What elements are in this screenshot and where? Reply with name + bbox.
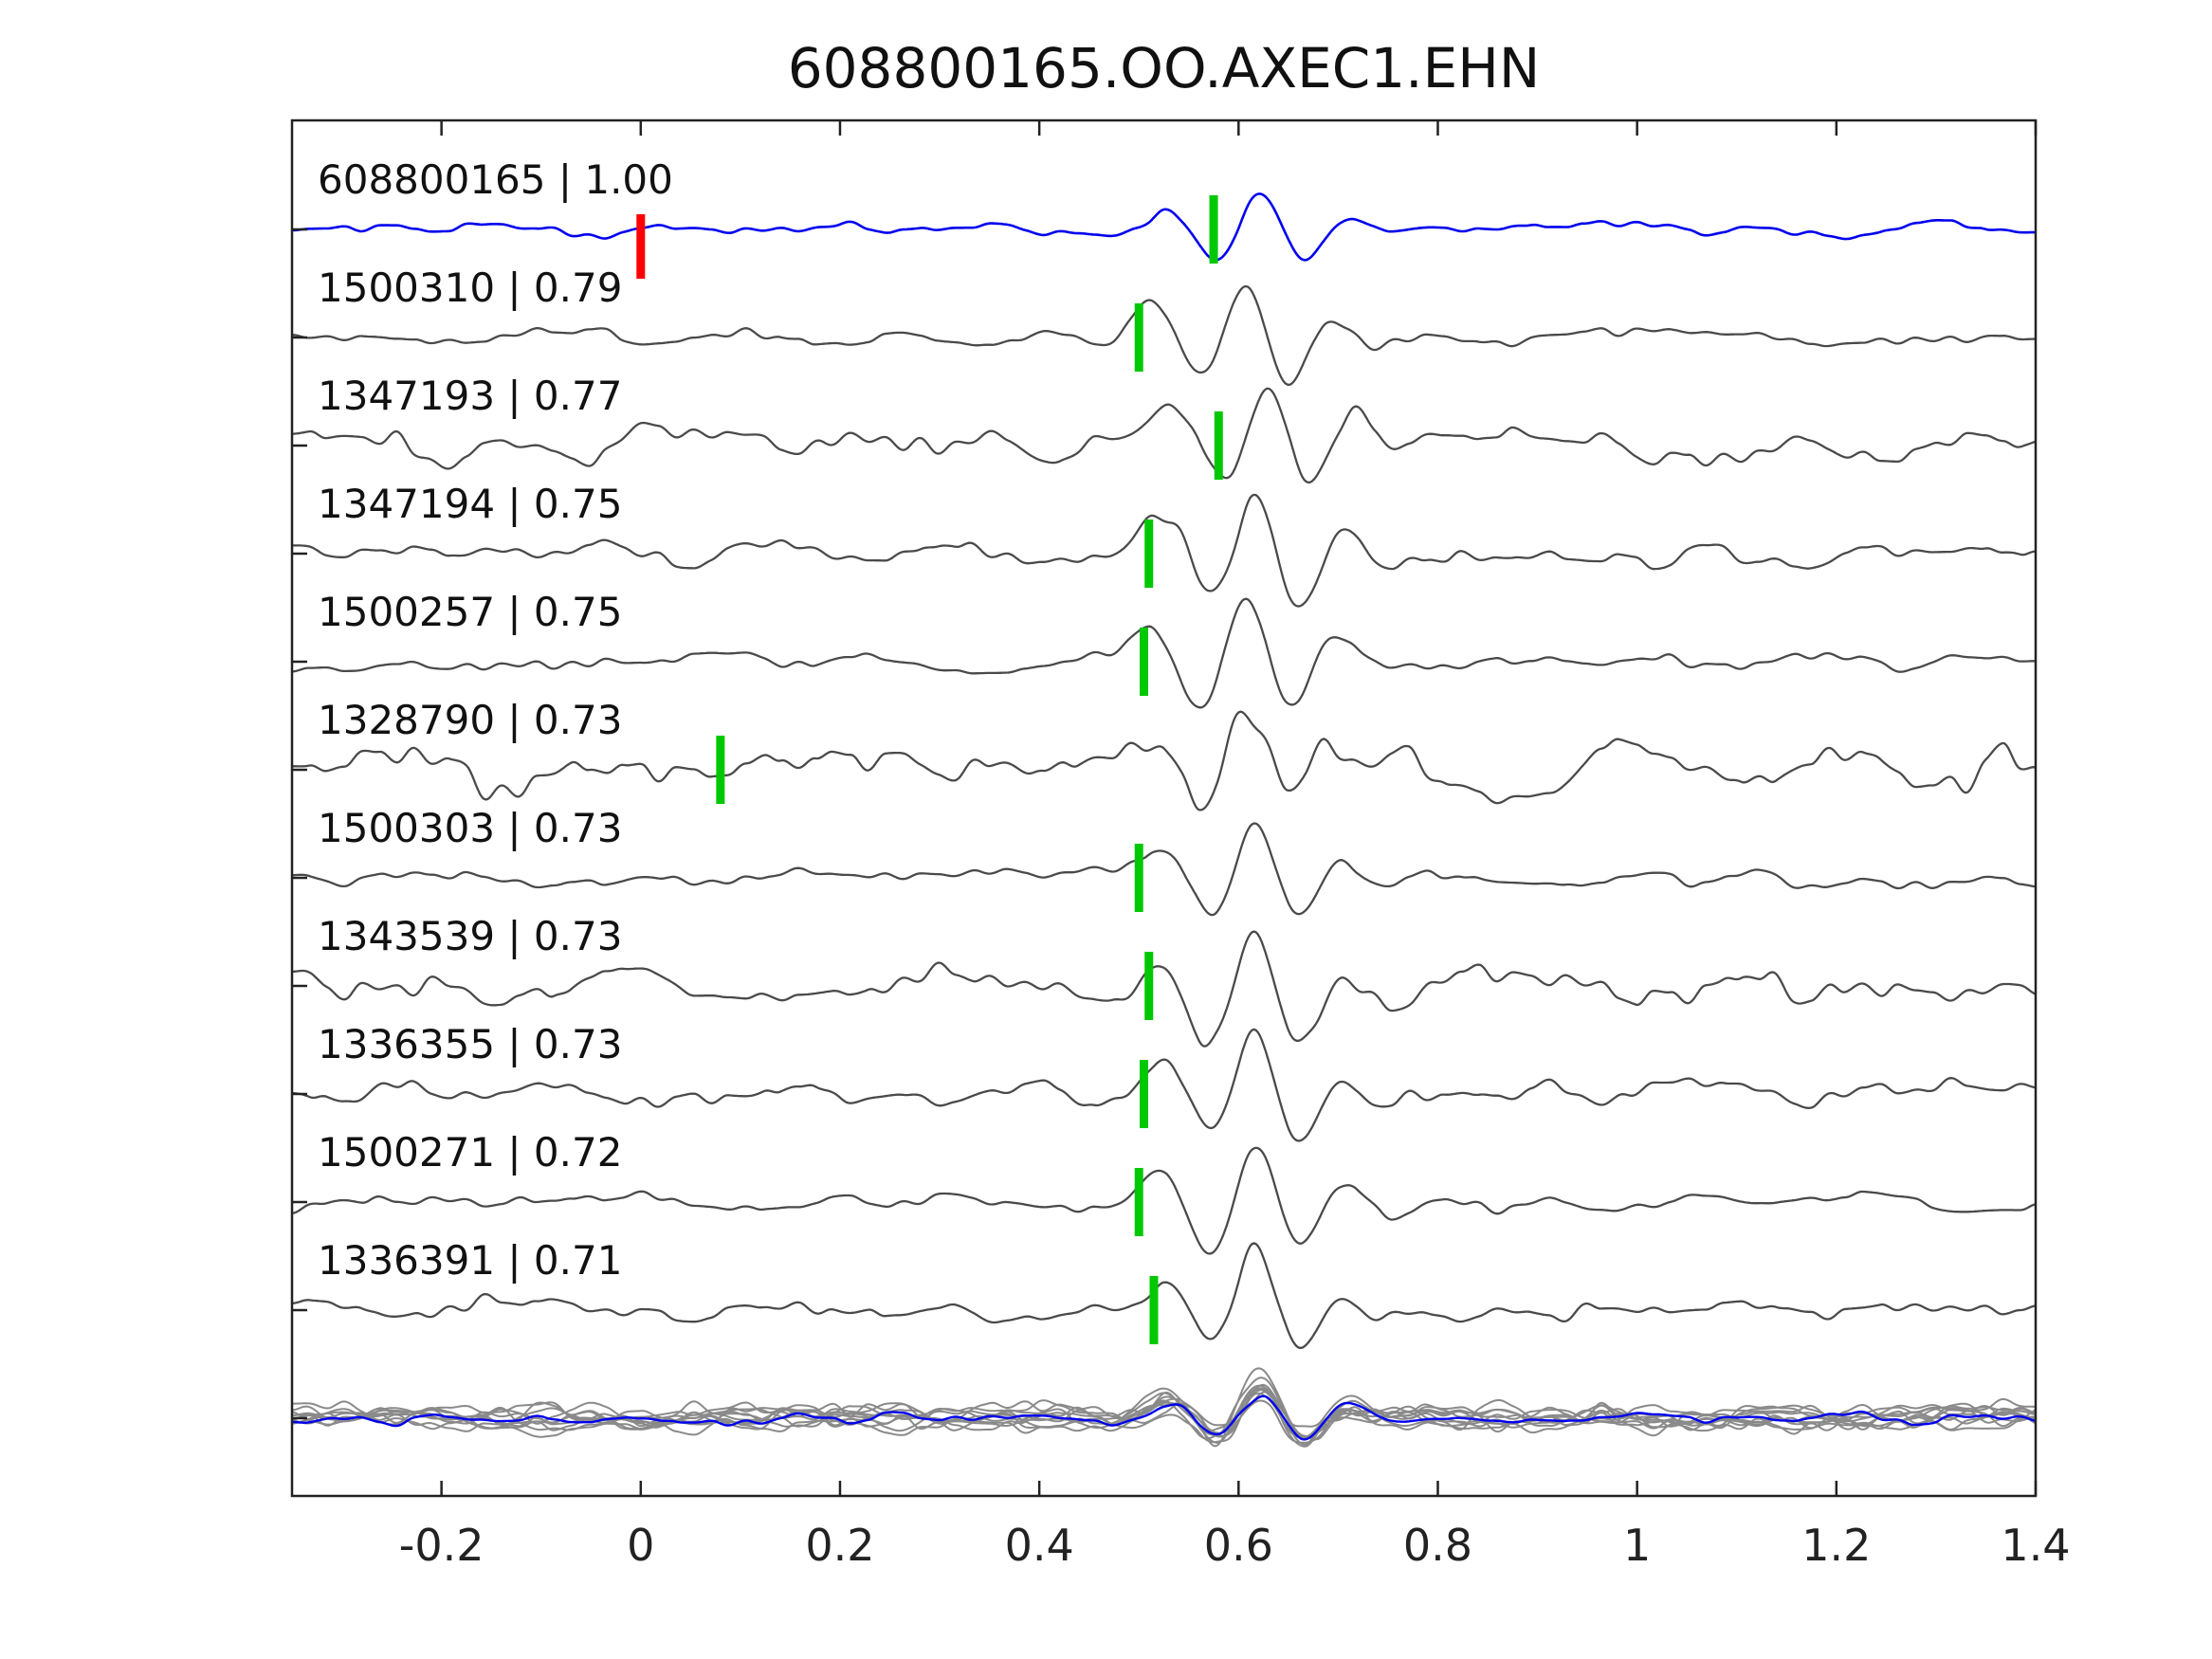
trace-label-1500310: 1500310 | 0.79 [318, 264, 622, 311]
trace-label-1347193: 1347193 | 0.77 [318, 373, 622, 419]
stack-trace [292, 1376, 2036, 1437]
stack-trace [292, 1388, 2036, 1438]
x-tick-label: 0.8 [1403, 1520, 1472, 1571]
chart-title: 608800165.OO.AXEC1.EHN [787, 36, 1541, 100]
axes-frame [290, 118, 2038, 1498]
x-tick-label: 1 [1623, 1520, 1651, 1571]
x-tick-label: 0.6 [1204, 1520, 1273, 1571]
trace-label-1336391: 1336391 | 0.71 [318, 1237, 622, 1284]
stack-trace [292, 1387, 2036, 1446]
x-tick-label: 0.4 [1005, 1520, 1074, 1571]
trace-waveform-1500257 [292, 597, 2036, 709]
stack-trace [292, 1389, 2036, 1445]
stack-trace [292, 1383, 2036, 1441]
trace-waveform-1343539 [292, 930, 2036, 1048]
trace-waveform-1347193 [292, 387, 2036, 484]
trace-waveform-608800165 [292, 192, 2036, 262]
trace-label-1347194: 1347194 | 0.75 [318, 481, 622, 527]
x-tick-label: 1.4 [2001, 1520, 2070, 1571]
trace-label-1500271: 1500271 | 0.72 [318, 1129, 622, 1176]
trace-label-1328790: 1328790 | 0.73 [318, 697, 622, 743]
trace-waveform-1500303 [292, 822, 2036, 917]
trace-label-1500303: 1500303 | 0.73 [318, 805, 622, 851]
trace-label-608800165: 608800165 | 1.00 [318, 156, 673, 203]
stack-reference-trace [292, 1395, 2036, 1441]
x-tick-label: 0.2 [805, 1520, 874, 1571]
trace-waveform-1336355 [292, 1028, 2036, 1142]
x-tick-label: 1.2 [1801, 1520, 1871, 1571]
trace-waveform-1347194 [292, 493, 2036, 608]
trace-waveform-1500271 [292, 1146, 2036, 1255]
trace-waveform-1336391 [292, 1242, 2036, 1350]
stack-trace [292, 1367, 2036, 1448]
trace-label-1336355: 1336355 | 0.73 [318, 1021, 622, 1067]
trace-waveform-1500310 [292, 284, 2036, 387]
trace-label-1343539: 1343539 | 0.73 [318, 913, 622, 959]
trace-waveform-1328790 [292, 710, 2036, 811]
trace-label-1500257: 1500257 | 0.75 [318, 589, 622, 635]
x-tick-label: 0 [627, 1520, 654, 1571]
x-tick-label: -0.2 [399, 1520, 484, 1571]
traces-group [292, 192, 2036, 1448]
